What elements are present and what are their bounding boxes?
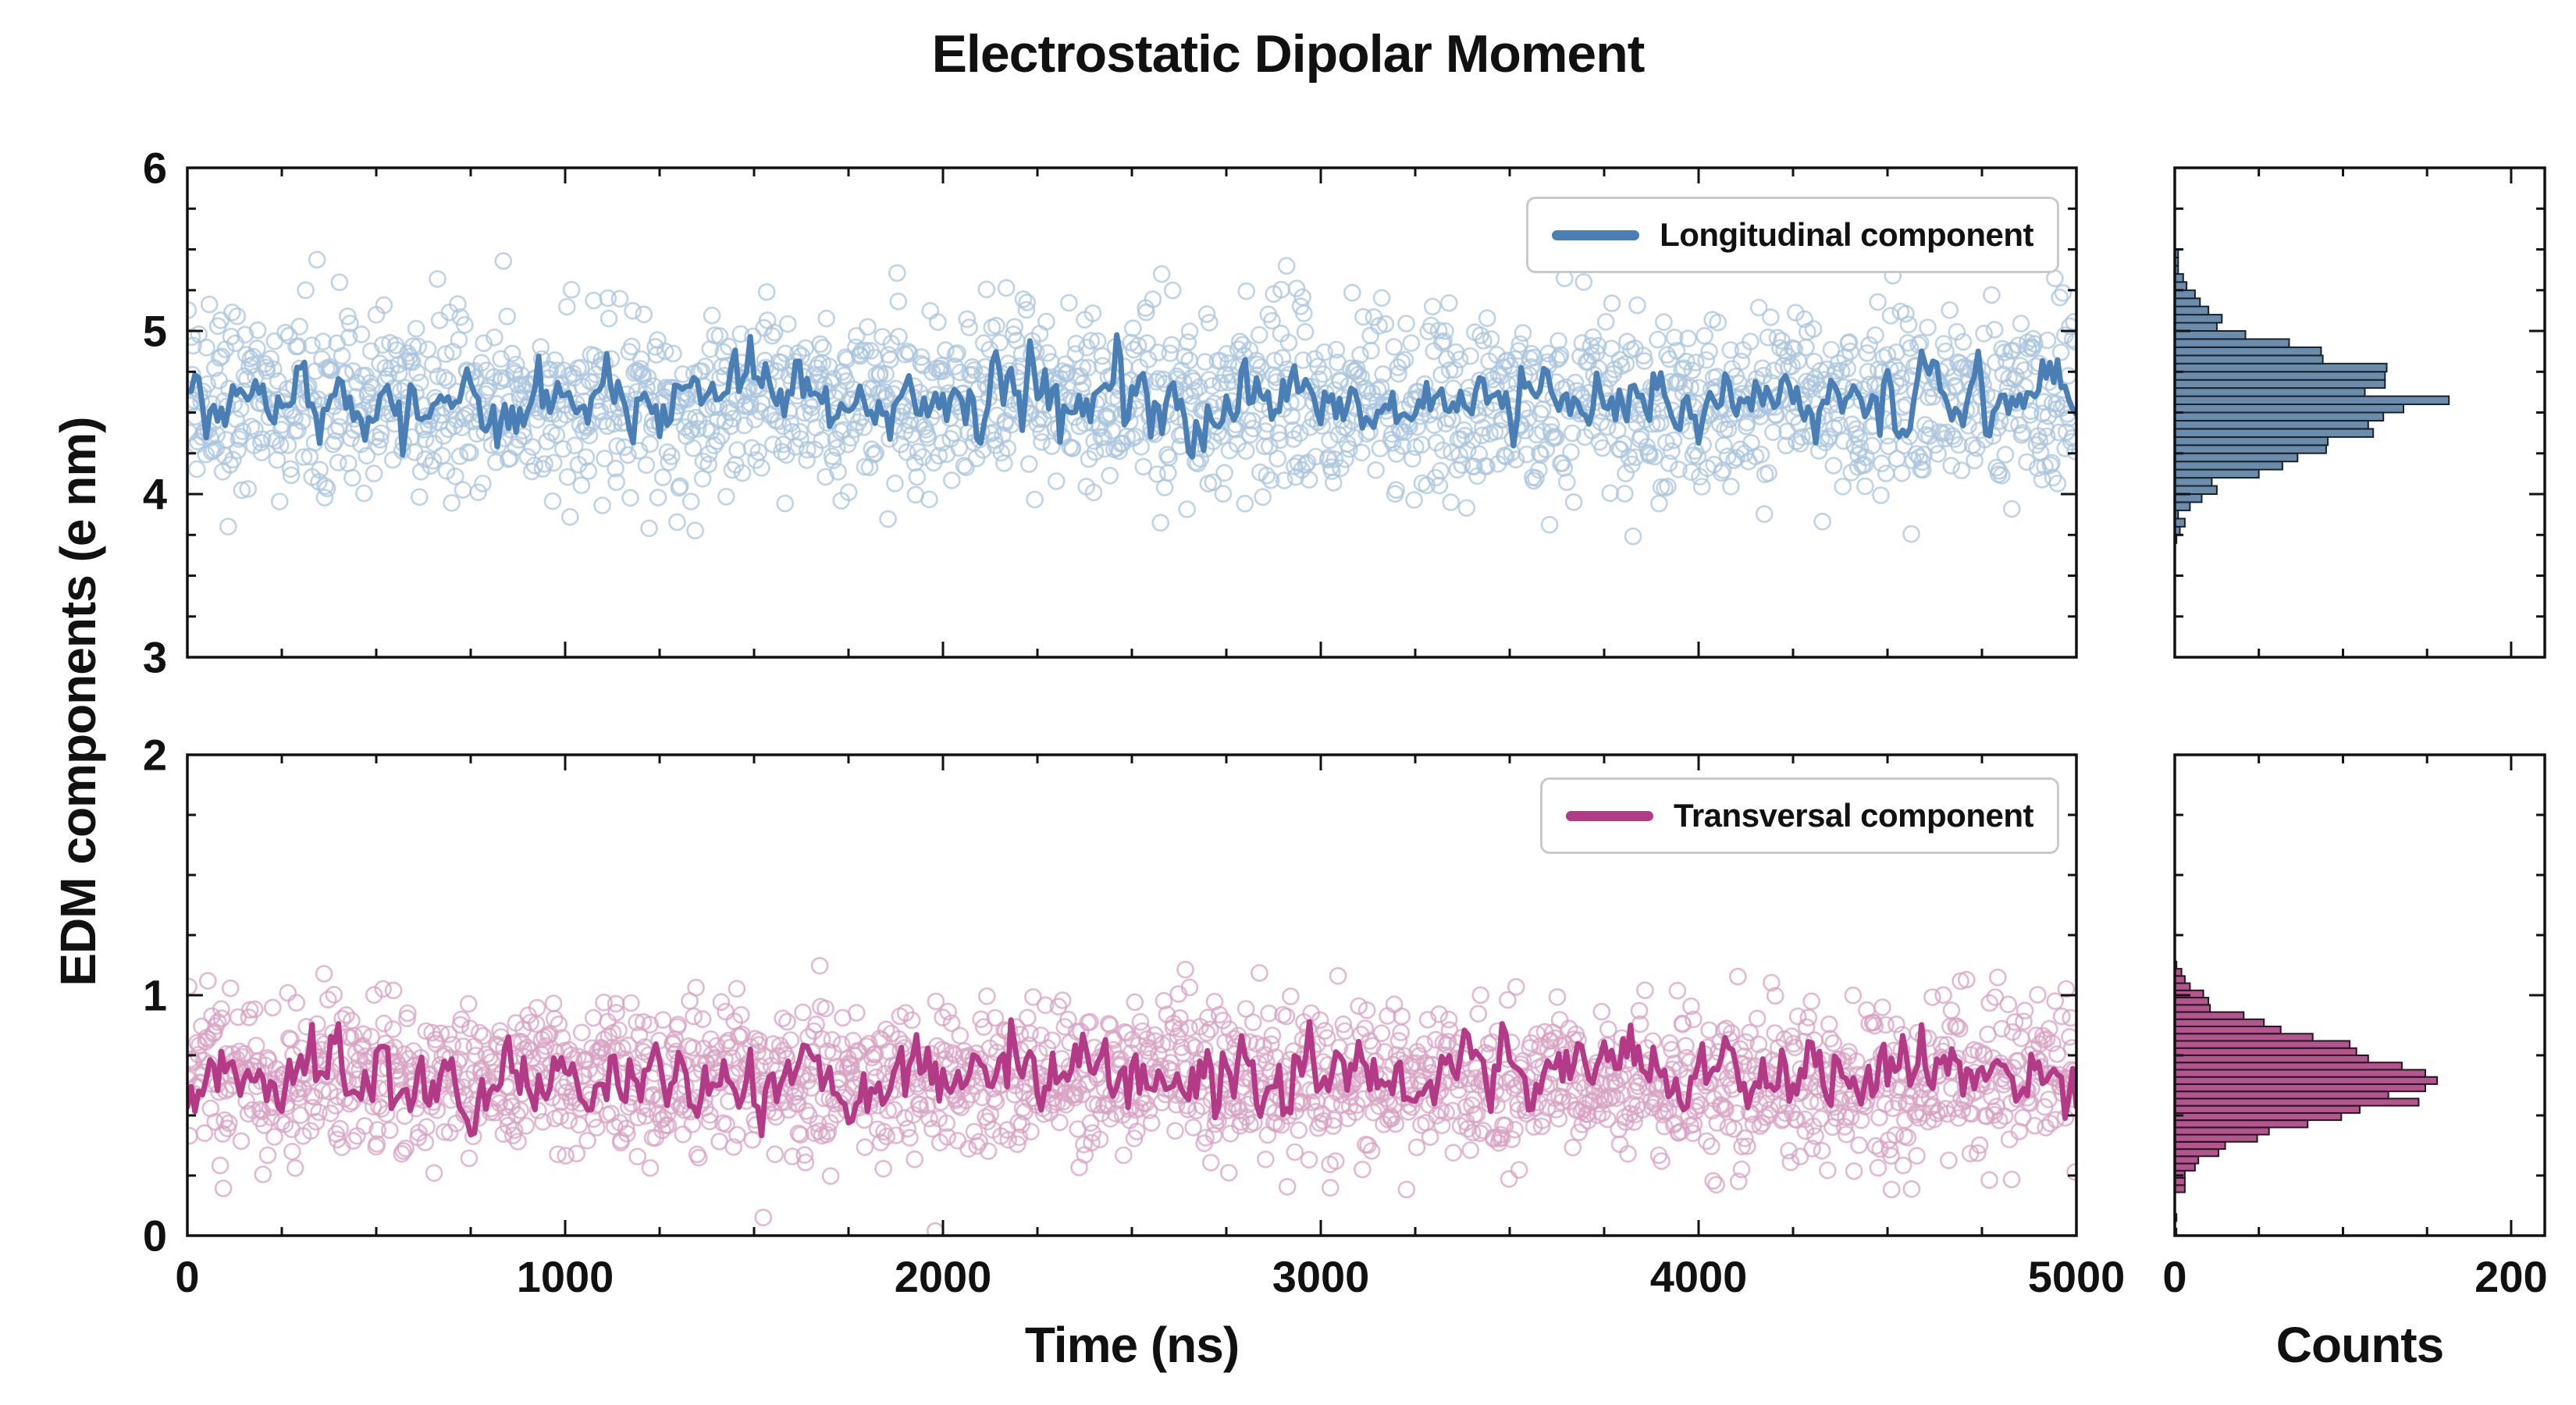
svg-text:200: 200 (2475, 1252, 2547, 1301)
svg-text:1: 1 (143, 971, 167, 1020)
svg-text:2000: 2000 (895, 1252, 992, 1301)
hist-x-axis-label: Counts (2275, 1317, 2444, 1373)
svg-text:0: 0 (143, 1211, 167, 1261)
x-axis-label: Time (ns) (1024, 1317, 1240, 1373)
svg-text:6: 6 (143, 144, 167, 193)
svg-text:3000: 3000 (1272, 1252, 1370, 1301)
legend-label-longitudinal: Longitudinal component (1660, 216, 2033, 253)
svg-text:1000: 1000 (517, 1252, 614, 1301)
chart-title: Electrostatic Dipolar Moment (931, 24, 1646, 84)
svg-text:0: 0 (2162, 1252, 2186, 1301)
svg-text:0: 0 (175, 1252, 199, 1301)
longitudinal-line-swatch (1552, 229, 1640, 240)
transversal-line-swatch (1566, 810, 1653, 821)
svg-text:2: 2 (143, 731, 167, 780)
svg-text:4000: 4000 (1650, 1252, 1748, 1301)
svg-text:5000: 5000 (2028, 1252, 2126, 1301)
svg-text:5: 5 (143, 307, 167, 356)
svg-text:3: 3 (143, 633, 167, 682)
svg-text:4: 4 (143, 470, 167, 519)
legend-label-transversal: Transversal component (1674, 797, 2034, 834)
legend-longitudinal: Longitudinal component (1526, 197, 2059, 273)
legend-transversal: Transversal component (1540, 777, 2059, 854)
